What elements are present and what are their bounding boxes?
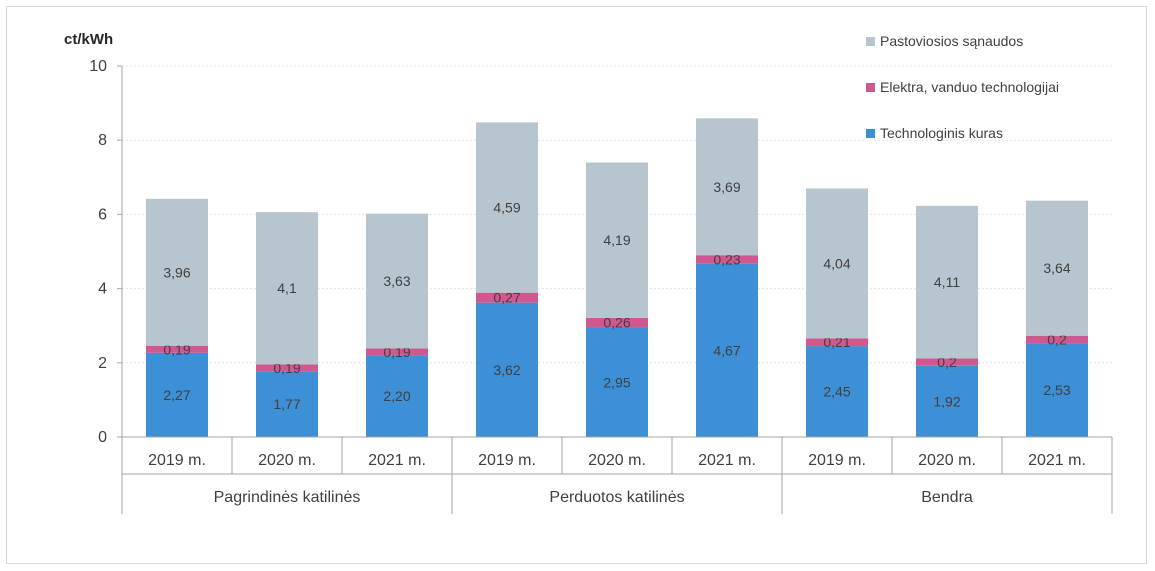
- data-label: 0,23: [713, 251, 740, 267]
- y-tick-label: 8: [98, 132, 107, 149]
- data-label: 3,64: [1043, 260, 1070, 276]
- bar-segment-technologinis-kuras: [586, 327, 648, 437]
- bar-segment-elektra-vanduo-technologijai: [586, 317, 648, 328]
- bar-segment-elektra-vanduo-technologijai: [146, 345, 208, 353]
- data-label: 2,20: [383, 388, 410, 404]
- bar-segment-technologinis-kuras: [696, 263, 758, 437]
- bar-segment-pastoviosios-sąnaudos: [696, 118, 758, 256]
- bar-segment-pastoviosios-sąnaudos: [1026, 200, 1088, 336]
- y-tick-label: 0: [98, 429, 107, 446]
- bar-segment-technologinis-kuras: [476, 302, 538, 437]
- x-tick-label: 2020 m.: [258, 452, 316, 469]
- x-tick-label: 2020 m.: [918, 452, 976, 469]
- data-label: 1,77: [273, 396, 300, 412]
- x-tick-label: 2019 m.: [478, 452, 536, 469]
- data-label: 2,53: [1043, 382, 1070, 398]
- data-label: 3,62: [493, 362, 520, 378]
- data-label: 4,59: [493, 200, 520, 216]
- bar-segment-elektra-vanduo-technologijai: [696, 255, 758, 264]
- bar-segment-pastoviosios-sąnaudos: [146, 198, 208, 346]
- data-label: 2,27: [163, 387, 190, 403]
- bar-segment-elektra-vanduo-technologijai: [806, 338, 868, 347]
- bar-segment-elektra-vanduo-technologijai: [476, 292, 538, 303]
- data-label: 4,11: [934, 274, 960, 290]
- bar-segment-technologinis-kuras: [256, 371, 318, 437]
- data-label: 4,04: [823, 255, 850, 271]
- x-tick-label: 2021 m.: [368, 452, 426, 469]
- data-label: 0,27: [493, 290, 520, 306]
- bar-segment-pastoviosios-sąnaudos: [916, 205, 978, 359]
- data-label: 1,92: [933, 393, 960, 409]
- data-label: 4,67: [713, 342, 740, 358]
- data-label: 3,63: [383, 273, 410, 289]
- x-group-label: Pagrindinės katilinės: [214, 489, 361, 506]
- x-tick-label: 2019 m.: [148, 452, 206, 469]
- bar-segment-pastoviosios-sąnaudos: [476, 122, 538, 293]
- x-group-label: Bendra: [921, 489, 973, 506]
- data-label: 3,96: [163, 264, 190, 280]
- y-tick-label: 6: [98, 206, 107, 223]
- x-tick-label: 2021 m.: [1028, 452, 1086, 469]
- bar-segment-pastoviosios-sąnaudos: [806, 188, 868, 339]
- legend-label: Technologinis kuras: [880, 125, 1003, 141]
- bar-segment-technologinis-kuras: [916, 365, 978, 437]
- bar-segment-pastoviosios-sąnaudos: [366, 213, 428, 349]
- bar-segment-elektra-vanduo-technologijai: [1026, 335, 1088, 344]
- x-tick-label: 2021 m.: [698, 452, 756, 469]
- legend-swatch: [866, 129, 875, 138]
- bar-segment-technologinis-kuras: [806, 346, 868, 437]
- bar-segment-technologinis-kuras: [1026, 343, 1088, 437]
- bar-segment-elektra-vanduo-technologijai: [916, 358, 978, 366]
- y-tick-label: 4: [98, 281, 107, 298]
- y-tick-label: 2: [98, 355, 107, 372]
- data-label: 2,95: [603, 374, 630, 390]
- legend-swatch: [866, 37, 875, 46]
- data-label: 3,69: [713, 179, 740, 195]
- legend-swatch: [866, 83, 875, 92]
- bar-segment-elektra-vanduo-technologijai: [366, 348, 428, 356]
- legend-label: Elektra, vanduo technologijai: [880, 79, 1059, 95]
- bar-segment-technologinis-kuras: [366, 355, 428, 437]
- x-tick-label: 2020 m.: [588, 452, 646, 469]
- y-tick-label: 10: [89, 58, 107, 75]
- data-label: 4,1: [277, 280, 297, 296]
- x-tick-label: 2019 m.: [808, 452, 866, 469]
- data-label: 4,19: [603, 232, 630, 248]
- bar-segment-technologinis-kuras: [146, 352, 208, 437]
- bar-segment-elektra-vanduo-technologijai: [256, 364, 318, 372]
- legend-label: Pastoviosios sąnaudos: [880, 33, 1023, 49]
- bar-segment-pastoviosios-sąnaudos: [256, 212, 318, 365]
- data-label: 0,26: [603, 315, 630, 331]
- y-axis-title: ct/kWh: [64, 31, 113, 48]
- data-label: 2,45: [823, 384, 850, 400]
- bar-segment-pastoviosios-sąnaudos: [586, 162, 648, 318]
- x-group-label: Perduotos katilinės: [549, 489, 684, 506]
